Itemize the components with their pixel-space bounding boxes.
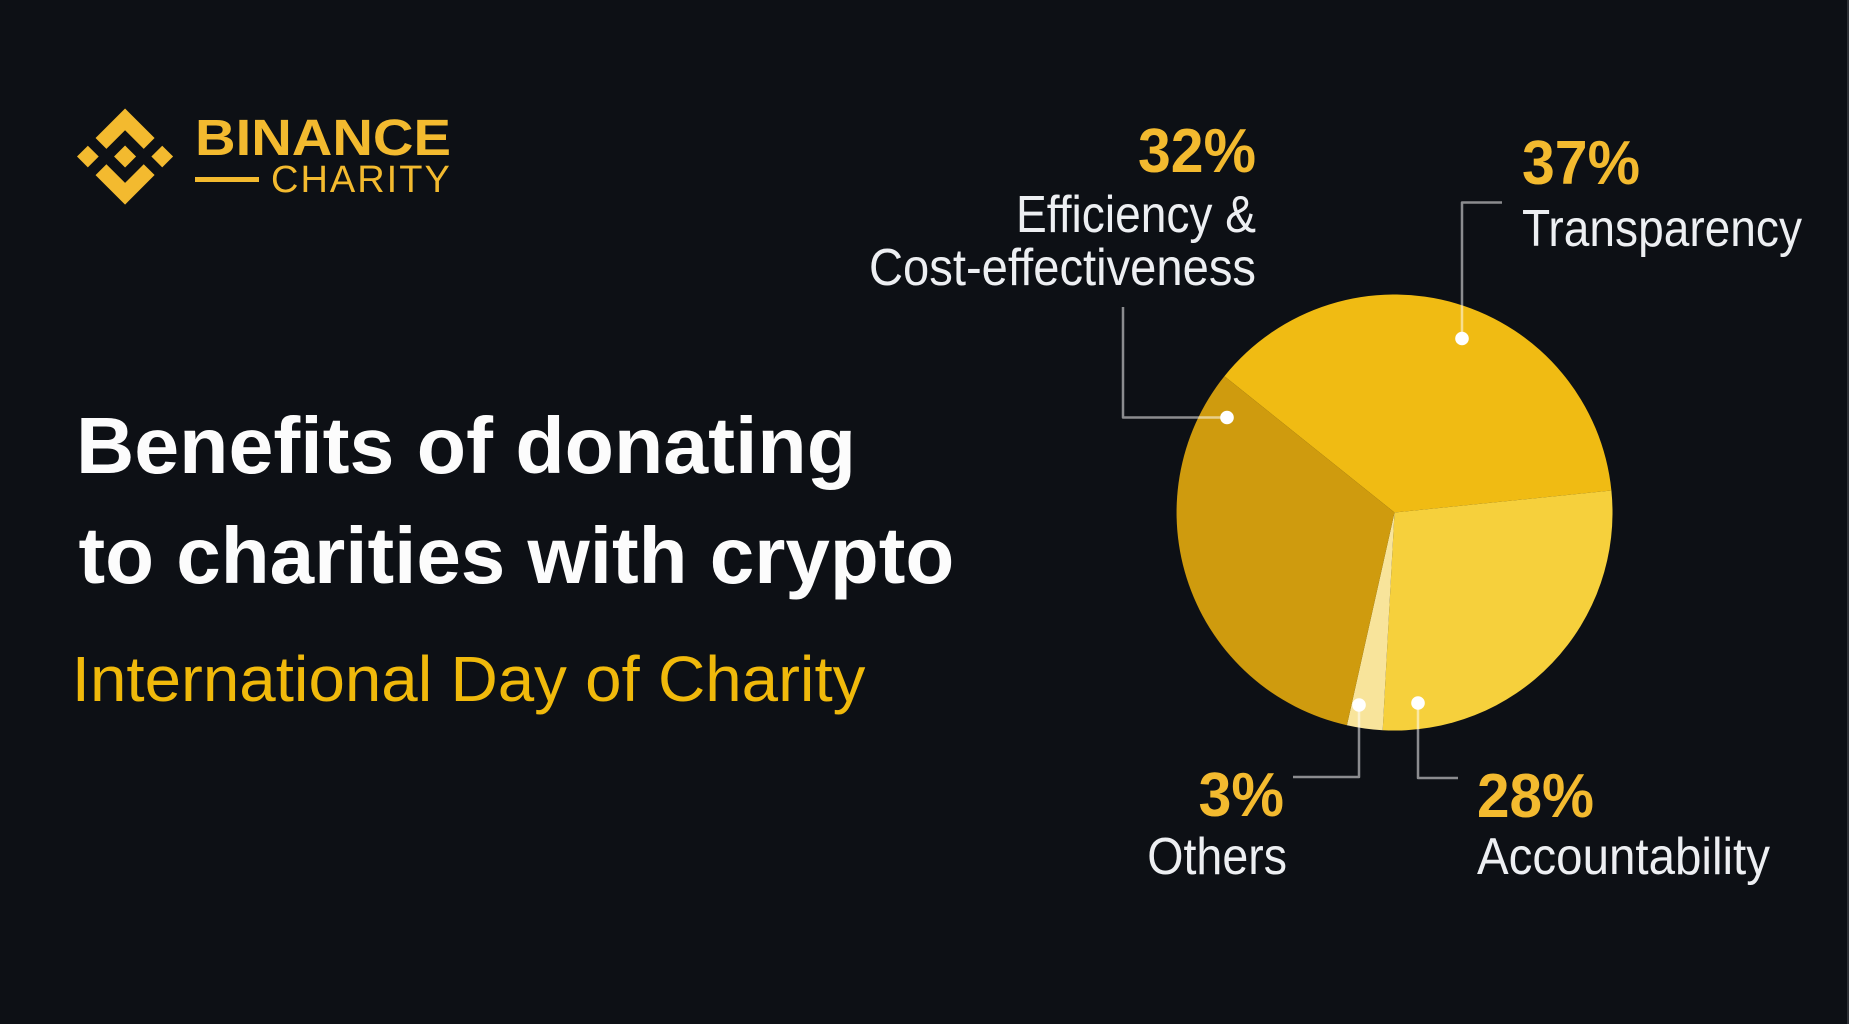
svg-text:CHARITY: CHARITY [271,159,452,201]
svg-text:Efficiency &: Efficiency & [1016,186,1256,244]
svg-text:International Day of Charity: International Day of Charity [72,643,866,715]
svg-text:37%: 37% [1522,129,1640,198]
svg-text:BINANCE: BINANCE [195,109,451,166]
svg-text:Benefits of donating: Benefits of donating [76,401,856,490]
svg-text:Transparency: Transparency [1522,200,1802,258]
svg-text:Others: Others [1147,828,1287,886]
svg-text:32%: 32% [1138,117,1256,186]
svg-text:Cost-effectiveness: Cost-effectiveness [869,239,1256,297]
svg-text:Accountability: Accountability [1477,828,1770,886]
svg-text:28%: 28% [1477,762,1594,831]
svg-text:to charities with crypto: to charities with crypto [79,511,955,600]
svg-text:3%: 3% [1199,761,1285,830]
